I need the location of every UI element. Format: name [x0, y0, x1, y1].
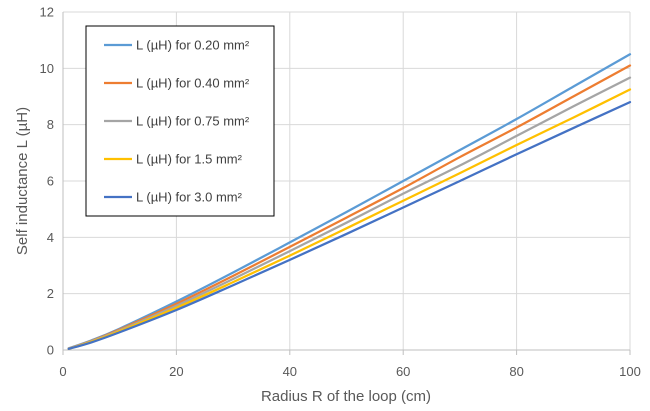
x-tick-label: 80 — [509, 364, 523, 379]
legend-entry-5: L (µH) for 3.0 mm² — [136, 190, 243, 205]
series-layer — [67, 53, 632, 350]
axes — [62, 12, 631, 355]
legend-entry-1: L (µH) for 0.20 mm² — [136, 38, 250, 53]
x-tick-label: 60 — [396, 364, 410, 379]
y-tick-label: 2 — [47, 286, 54, 301]
y-tick-label: 8 — [47, 117, 54, 132]
legend-entry-2: L (µH) for 0.40 mm² — [136, 76, 250, 91]
legend: L (µH) for 0.20 mm² L (µH) for 0.40 mm² L … — [85, 25, 275, 217]
x-tick-label: 0 — [59, 364, 66, 379]
y-tick-label: 4 — [47, 230, 54, 245]
x-tick-labels: 0 20 40 60 80 100 — [59, 364, 640, 379]
x-tick-label: 40 — [283, 364, 297, 379]
y-tick-labels: 0 2 4 6 8 10 12 — [40, 5, 54, 358]
legend-entry-3: L (µH) for 0.75 mm² — [136, 114, 250, 129]
x-tick-label: 100 — [619, 364, 641, 379]
x-tick-label: 20 — [169, 364, 183, 379]
x-axis-title: Radius R of the loop (cm) — [261, 388, 431, 405]
legend-entry-4: L (µH) for 1.5 mm² — [136, 152, 243, 167]
y-tick-label: 0 — [47, 343, 54, 358]
y-tick-label: 10 — [40, 61, 54, 76]
y-tick-label: 12 — [40, 5, 54, 20]
y-axis-title: Self inductance L (µH) — [14, 107, 31, 255]
series-line-5 — [67, 101, 632, 350]
y-tick-label: 6 — [47, 174, 54, 189]
